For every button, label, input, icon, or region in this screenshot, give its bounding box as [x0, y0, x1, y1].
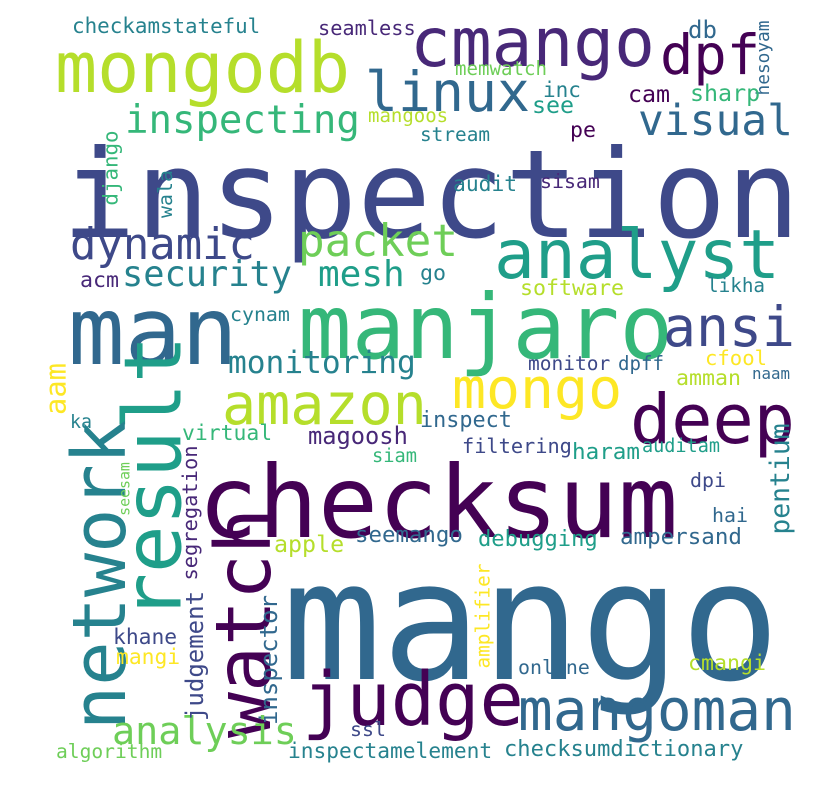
word-amazon: amazon [222, 371, 427, 438]
word-khane: khane [113, 625, 178, 651]
word-judgement: judgement [181, 590, 209, 721]
word-hai: hai [712, 504, 748, 528]
word-cynam: cynam [230, 303, 290, 327]
word-memwatch: memwatch [455, 56, 547, 80]
word-ampersand: ampersand [620, 523, 742, 550]
word-dpff: dpff [618, 352, 664, 376]
word-go: go [420, 261, 447, 287]
word-monitor: monitor [528, 352, 611, 376]
word-inspect: inspect [420, 408, 512, 434]
word-inspector: inspector [255, 594, 283, 726]
word-dpi: dpi [690, 469, 726, 493]
word-mango: mango [282, 525, 780, 719]
word-mangi: mangi [116, 645, 181, 671]
word-algorithm: algorithm [56, 740, 163, 764]
word-magoosh: magoosh [308, 422, 408, 451]
word-cmango: cmango [410, 3, 655, 83]
word-inspectamelement: inspectamelement [288, 738, 493, 764]
word-siam: siam [372, 445, 418, 467]
word-inspecting: inspecting [125, 98, 360, 144]
word-amplifier: amplifier [471, 562, 495, 669]
word-django: django [98, 129, 123, 206]
word-checksum: checksum [198, 443, 679, 561]
word-cmangi: cmangi [688, 651, 767, 677]
word-monitoring: monitoring [228, 345, 416, 382]
word-acm: acm [80, 268, 120, 294]
word-see: see [532, 92, 575, 120]
word-visual: visual [638, 95, 793, 146]
word-seemango: seemango [355, 521, 463, 548]
word-sharp: sharp [690, 80, 761, 108]
word-stateful: stateful [160, 13, 261, 38]
word-deep: deep [630, 379, 795, 460]
word-likha: likha [707, 274, 766, 298]
word-db: db [688, 16, 717, 44]
word-judge: judge [302, 657, 524, 743]
word-auditam: auditam [642, 435, 720, 457]
word-mongo: mongo [452, 356, 623, 422]
word-man: man [68, 277, 238, 387]
word-ssl: ssl [350, 718, 386, 742]
word-dpf: dpf [660, 24, 761, 89]
word-analysis: analysis [112, 709, 297, 755]
word-inc: inc [543, 78, 581, 103]
word-segregation: segregation [177, 444, 202, 581]
word-wala: wala [154, 170, 178, 218]
word-naam: naam [752, 364, 791, 384]
word-pe: pe [570, 118, 597, 144]
word-mangoos: mangoos [368, 105, 449, 127]
word-mongodb: mongodb [55, 26, 351, 109]
word-seesam: seesam [115, 462, 134, 516]
word-mesh: mesh [318, 254, 405, 295]
word-checkam: checkam [72, 13, 161, 38]
word-analyst: analyst [494, 216, 781, 296]
word-ansi: ansi [663, 295, 795, 360]
word-inspection: inspection [62, 122, 801, 266]
word-ka: ka [70, 412, 93, 434]
word-seamless: seamless [318, 15, 416, 40]
word-stream: stream [420, 122, 491, 146]
word-virtual: virtual [182, 421, 273, 447]
word-software: software [520, 276, 625, 302]
word-cam: cam [628, 81, 671, 109]
word-security: security [122, 253, 293, 295]
word-pentium: pentium [764, 423, 796, 535]
word-amman: amman [676, 366, 742, 392]
word-mangoman: mangoman [518, 676, 796, 745]
word-online: online [518, 656, 590, 680]
word-haram: haram [572, 438, 641, 465]
word-checksumdictionary: checksumdictionary [504, 735, 744, 762]
word-audit: audit [453, 172, 518, 198]
word-linux: linux [365, 59, 530, 124]
word-packet: packet [298, 215, 459, 267]
word-manjaro: manjaro [298, 275, 674, 379]
word-apple: apple [274, 531, 345, 559]
word-dynamic: dynamic [70, 219, 255, 271]
word-cfool: cfool [705, 345, 767, 370]
word-filtering: filtering [462, 433, 572, 458]
word-debugging: debugging [478, 525, 598, 552]
word-aam: aam [38, 362, 73, 416]
word-sisam: sisam [540, 170, 600, 194]
